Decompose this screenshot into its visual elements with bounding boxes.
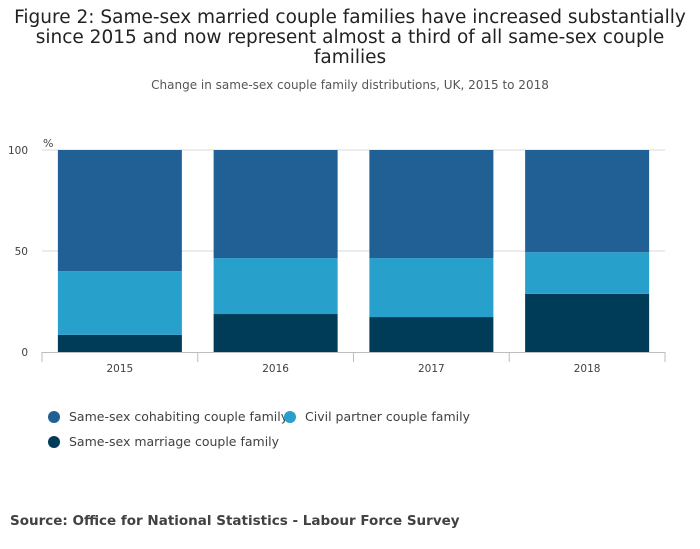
chart-title-line: Figure 2: Same-sex married couple famili… [14, 7, 686, 28]
chart-title-line: since 2015 and now represent almost a th… [35, 27, 665, 48]
bar-segment[interactable] [57, 334, 182, 352]
chart-subtitle: Change in same-sex couple family distrib… [151, 78, 549, 92]
bar-segment[interactable] [525, 293, 650, 352]
chart-title: Figure 2: Same-sex married couple famili… [0, 8, 700, 68]
legend-label: Same-sex marriage couple family [69, 434, 280, 449]
bar-segment[interactable] [525, 150, 650, 253]
bar-segment[interactable] [525, 252, 650, 294]
bar-segment[interactable] [57, 150, 182, 272]
bar-segment[interactable] [369, 317, 494, 352]
y-tick-label: 100 [8, 145, 28, 157]
legend-item-cohabiting[interactable]: Same-sex cohabiting couple family [48, 409, 288, 424]
bars [57, 150, 650, 352]
y-axis-label: % [43, 137, 53, 150]
bar-segment[interactable] [57, 271, 182, 335]
legend-swatch [284, 410, 296, 423]
x-tick-label: 2016 [262, 363, 289, 375]
axes: 0 50 100 2015 2016 2017 2018 [8, 145, 666, 375]
bar-segment[interactable] [213, 314, 338, 352]
y-tick-label: 0 [21, 347, 28, 359]
x-tick-label: 2018 [574, 363, 601, 375]
x-tick-label: 2015 [107, 363, 134, 375]
bar-segment[interactable] [369, 150, 494, 259]
bar-segment[interactable] [213, 150, 338, 259]
legend-item-civil-partner[interactable]: Civil partner couple family [284, 409, 470, 424]
legend-swatch [48, 410, 60, 423]
legend-swatch [48, 435, 60, 448]
legend-item-marriage[interactable]: Same-sex marriage couple family [48, 434, 279, 449]
legend-label: Same-sex cohabiting couple family [69, 409, 289, 424]
bar-segment[interactable] [213, 258, 338, 315]
x-tick-label: 2017 [418, 363, 445, 375]
stacked-bar-chart: 0 50 100 2015 2016 2017 2018 % [8, 137, 666, 375]
bar-segment[interactable] [369, 258, 494, 318]
chart-title-line: families [313, 47, 387, 68]
y-tick-label: 50 [15, 246, 28, 258]
source-note: Source: Office for National Statistics -… [10, 513, 460, 529]
legend-label: Civil partner couple family [305, 409, 470, 424]
